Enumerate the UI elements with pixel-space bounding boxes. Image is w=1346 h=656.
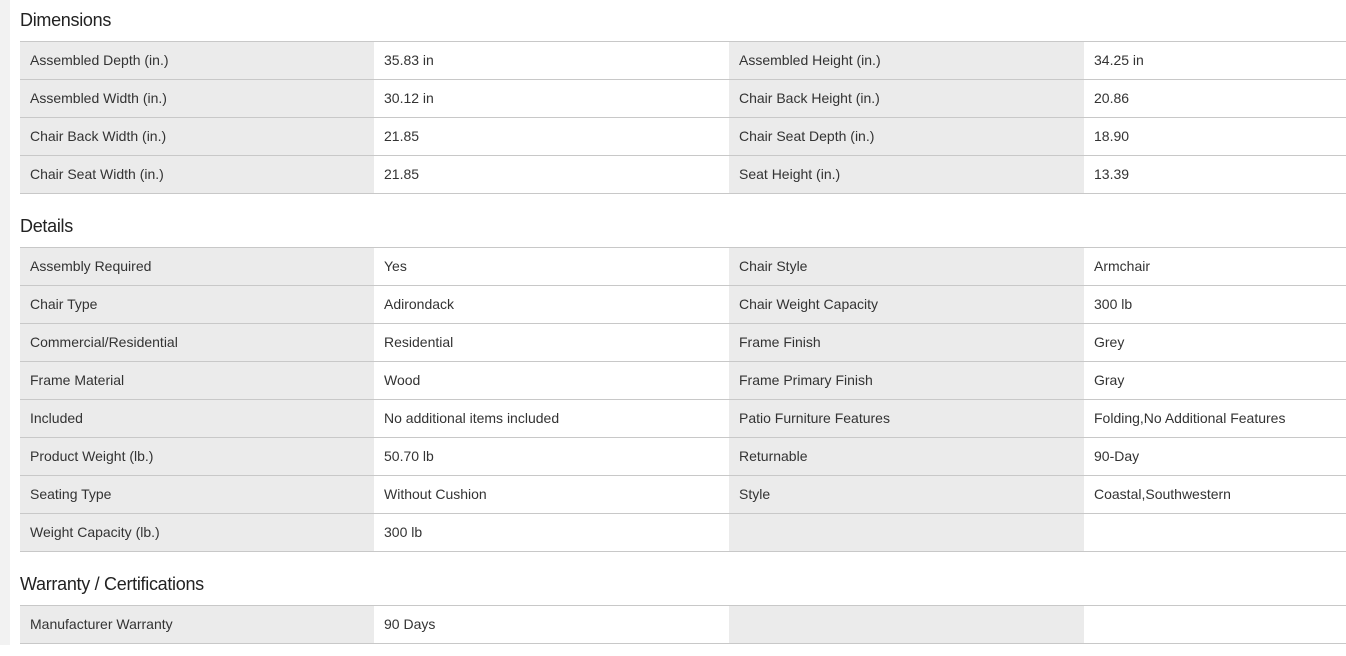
spec-table: Assembled Depth (in.) 35.83 in Assembled H… (20, 41, 1346, 194)
table-row: Assembly Required Yes Chair Style Armchair (20, 248, 1346, 286)
section-heading: Dimensions (20, 10, 112, 30)
spec-label: Chair Back Height (in.) (729, 80, 1084, 117)
spec-label: Assembled Height (in.) (729, 42, 1084, 79)
spec-value: Grey (1094, 334, 1125, 350)
spec-value: Wood (384, 372, 421, 388)
spec-label: Frame Finish (729, 324, 1084, 361)
spec-label: Weight Capacity (lb.) (20, 514, 374, 551)
spec-value: Without Cushion (384, 486, 487, 502)
spec-label: Product Weight (lb.) (20, 438, 374, 475)
spec-label: Assembled Width (in.) (20, 80, 374, 117)
spec-label: Manufacturer Warranty (20, 606, 374, 643)
spec-value: Residential (384, 334, 454, 350)
spec-value: No additional items included (384, 410, 560, 426)
spec-label: Seating Type (20, 476, 374, 513)
spec-value: 21.85 (384, 128, 420, 144)
spec-label: Patio Furniture Features (729, 400, 1084, 437)
table-row: Manufacturer Warranty 90 Days (20, 606, 1346, 644)
spec-label: Chair Weight Capacity (729, 286, 1084, 323)
spec-value: Folding,No Additional Features (1094, 410, 1286, 426)
table-row: Chair Back Width (in.) 21.85 Chair Seat De… (20, 118, 1346, 156)
spec-value: 300 lb (384, 524, 423, 540)
table-row: Seating Type Without Cushion Style Coastal,… (20, 476, 1346, 514)
spec-value: Gray (1094, 372, 1125, 388)
spec-label: Chair Seat Width (in.) (20, 156, 374, 193)
spec-label: Included (20, 400, 374, 437)
spec-label: Chair Back Width (in.) (20, 118, 374, 155)
spec-label (729, 606, 1084, 643)
section-heading: Details (20, 216, 73, 236)
left-gutter (0, 0, 10, 645)
spec-label: Chair Type (20, 286, 374, 323)
spec-value: 30.12 in (384, 90, 434, 106)
spec-label: Chair Style (729, 248, 1084, 285)
spec-label: Chair Seat Depth (in.) (729, 118, 1084, 155)
table-row: Included No additional items included Pati… (20, 400, 1346, 438)
spec-label: Assembly Required (20, 248, 374, 285)
spec-value: 50.70 lb (384, 448, 434, 464)
specifications-panel: Dimensions Assembled Depth (in.) 35.83 in A… (20, 0, 1346, 656)
spec-value: 35.83 in (384, 52, 434, 68)
spec-label: Assembled Depth (in.) (20, 42, 374, 79)
spec-label: Returnable (729, 438, 1084, 475)
table-row: Product Weight (lb.) 50.70 lb Returnable 90… (20, 438, 1346, 476)
table-row: Assembled Depth (in.) 35.83 in Assembled H… (20, 42, 1346, 80)
spec-section-details: Details Assembly Required Yes Chair Style Ar… (20, 206, 1346, 552)
spec-section-dimensions: Dimensions Assembled Depth (in.) 35.83 in A… (20, 0, 1346, 194)
spec-value: Yes (384, 258, 407, 274)
table-row: Chair Seat Width (in.) 21.85 Seat Height (… (20, 156, 1346, 194)
spec-label: Frame Material (20, 362, 374, 399)
spec-value: Coastal,Southwestern (1094, 486, 1231, 502)
spec-table: Assembly Required Yes Chair Style Armchair C… (20, 247, 1346, 552)
spec-value: Adirondack (384, 296, 455, 312)
spec-value: 20.86 (1094, 90, 1130, 106)
spec-label: Seat Height (in.) (729, 156, 1084, 193)
table-row: Chair Type Adirondack Chair Weight Capacit… (20, 286, 1346, 324)
table-row: Commercial/Residential Residential Frame F… (20, 324, 1346, 362)
section-heading: Warranty / Certifications (20, 574, 204, 594)
table-row: Assembled Width (in.) 30.12 in Chair Back … (20, 80, 1346, 118)
spec-label: Frame Primary Finish (729, 362, 1084, 399)
table-row: Frame Material Wood Frame Primary Finish Gr… (20, 362, 1346, 400)
spec-value: 18.90 (1094, 128, 1130, 144)
spec-value: 21.85 (384, 166, 420, 182)
spec-label: Style (729, 476, 1084, 513)
spec-value: 300 lb (1094, 296, 1133, 312)
spec-value: 13.39 (1094, 166, 1130, 182)
spec-value: Armchair (1094, 258, 1151, 274)
spec-value (1084, 514, 1346, 551)
spec-table: Manufacturer Warranty 90 Days (20, 605, 1346, 644)
spec-value: 90 Days (384, 616, 436, 632)
spec-value: 34.25 in (1094, 52, 1144, 68)
spec-value (1084, 606, 1346, 643)
spec-label (729, 514, 1084, 551)
table-row: Weight Capacity (lb.) 300 lb (20, 514, 1346, 552)
spec-section-warranty-certifications: Warranty / Certifications Manufacturer Wa… (20, 564, 1346, 644)
spec-value: 90-Day (1094, 448, 1140, 464)
spec-label: Commercial/Residential (20, 324, 374, 361)
